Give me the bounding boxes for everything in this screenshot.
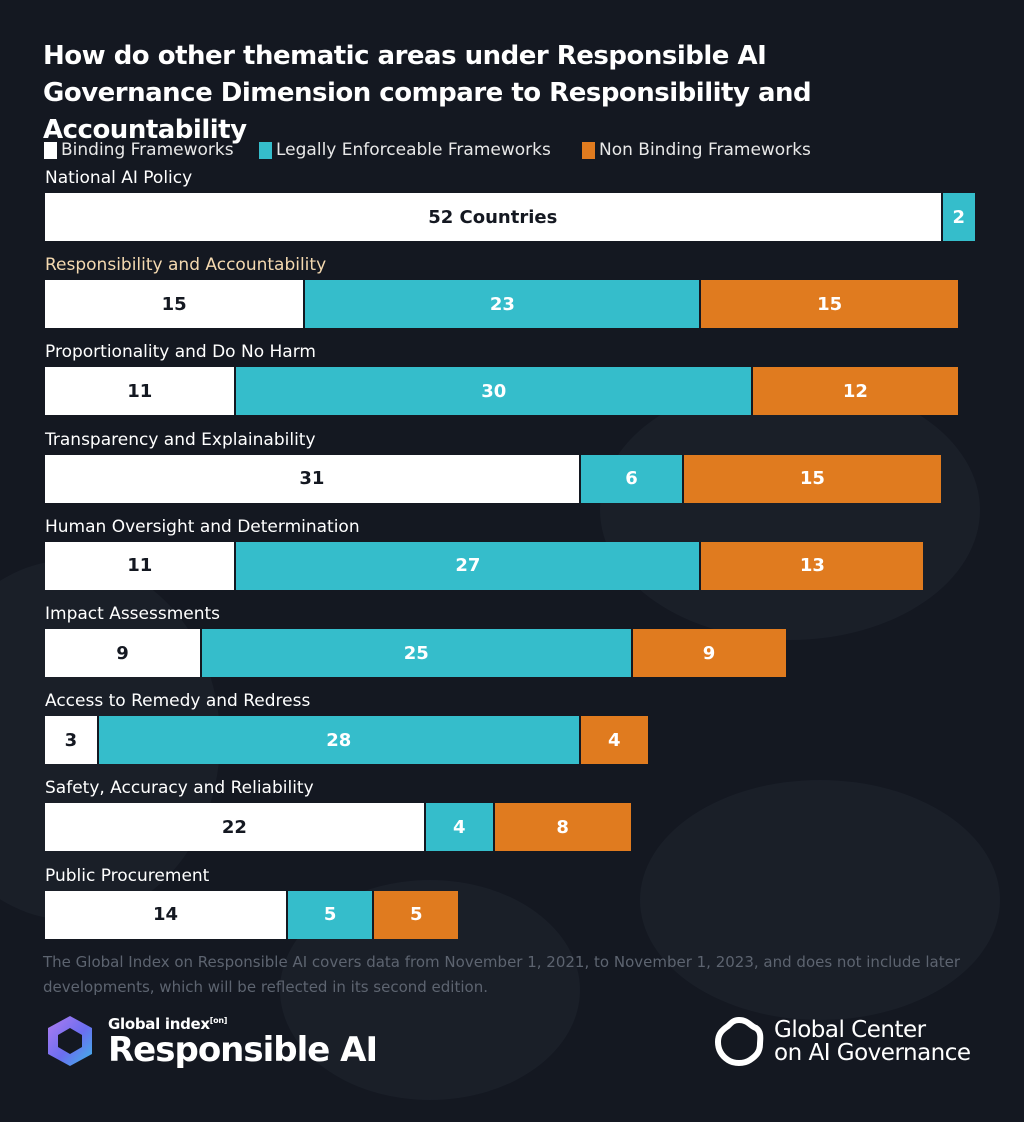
- data-label: 11: [127, 380, 153, 402]
- legend-swatch-legally-enforceable: [259, 141, 272, 159]
- data-label: 4: [453, 816, 466, 838]
- data-label: 30: [481, 380, 507, 402]
- bar-segment-non-binding: 15: [699, 280, 958, 329]
- category-label: Impact Assessments: [45, 604, 221, 624]
- data-label: 25: [403, 642, 429, 664]
- bar-segment-non-binding: 8: [492, 803, 631, 852]
- bar-segment-binding: 11: [45, 367, 235, 416]
- bar-segment-non-binding: 12: [751, 367, 958, 416]
- logo-left-small: Global index: [108, 1015, 210, 1033]
- data-label: 22: [221, 816, 247, 838]
- data-label: 14: [153, 904, 179, 926]
- data-label: 5: [410, 904, 423, 926]
- bar-segment-legally-enforceable: 30: [234, 367, 752, 416]
- category-label: Responsibility and Accountability: [45, 255, 327, 276]
- data-label: 6: [625, 468, 638, 490]
- data-label: 12: [842, 380, 868, 402]
- data-label: 23: [489, 293, 515, 315]
- bar-segment-legally-enforceable: 2: [940, 193, 975, 241]
- hexagon-logo-icon: [48, 1016, 92, 1066]
- logo-left-big: Responsible AI: [108, 1030, 378, 1070]
- bar-segment-non-binding: 13: [699, 541, 924, 590]
- category-label: National AI Policy: [45, 168, 193, 188]
- bar-segment-binding: 15: [45, 280, 304, 329]
- legend-label-binding: Binding Frameworks: [61, 140, 234, 160]
- category-label: Human Oversight and Determination: [45, 516, 360, 537]
- logo-left-sup: [on]: [209, 1016, 228, 1025]
- data-label: 8: [556, 816, 569, 838]
- data-label: 27: [455, 555, 481, 577]
- bar-segment-binding: 14: [45, 890, 287, 939]
- data-label: 31: [299, 468, 325, 490]
- data-label: 11: [127, 555, 153, 577]
- logo-global-center: Global Center on AI Governance: [714, 1016, 971, 1068]
- data-label: 9: [702, 642, 716, 664]
- data-label: 2: [952, 206, 966, 228]
- legend-swatch-binding: [44, 141, 57, 159]
- data-label: 3: [64, 729, 78, 751]
- bar-segment-binding: 31: [45, 454, 579, 503]
- legend-item-legally-enforceable: Legally Enforceable Frameworks: [259, 140, 551, 160]
- bar-segment-legally-enforceable: 4: [423, 803, 493, 852]
- bar-segment-legally-enforceable: 23: [303, 280, 700, 329]
- logo-right-line2: on AI Governance: [774, 1040, 971, 1066]
- category-label: Transparency and Explainability: [45, 429, 316, 450]
- legend-item-non-binding: Non Binding Frameworks: [582, 140, 811, 160]
- legend-swatch-non-binding: [582, 141, 595, 159]
- data-label: 15: [817, 293, 843, 315]
- bar-segment-non-binding: 5: [372, 890, 459, 939]
- data-label: 13: [799, 555, 825, 577]
- category-label: Access to Remedy and Redress: [45, 691, 311, 712]
- data-label: 9: [116, 642, 129, 664]
- chart-title: How do other thematic areas under Respon…: [43, 41, 812, 145]
- data-label: 28: [326, 729, 352, 751]
- bar-segment-legally-enforceable: 5: [286, 890, 373, 939]
- bar-segment-non-binding: 9: [630, 629, 786, 677]
- data-label: 52 Countries: [428, 206, 558, 228]
- bar-segment-legally-enforceable: 27: [234, 541, 700, 590]
- bar-segment-binding: 22: [45, 803, 424, 852]
- logo-right-line1: Global Center: [774, 1017, 926, 1043]
- bar-segment-non-binding: 4: [578, 716, 648, 765]
- category-label: Proportionality and Do No Harm: [45, 342, 316, 363]
- data-label: 15: [799, 468, 825, 490]
- data-label: 4: [608, 729, 621, 751]
- bar-segment-binding: 9: [45, 629, 200, 677]
- legend-item-binding: Binding Frameworks: [44, 140, 234, 160]
- bar-segment-legally-enforceable: 25: [200, 629, 631, 677]
- data-label: 5: [323, 904, 337, 926]
- category-label: Safety, Accuracy and Reliability: [45, 778, 314, 799]
- data-label: 15: [161, 293, 187, 315]
- bar-segment-binding: 52 Countries: [45, 193, 941, 241]
- category-label: Public Procurement: [45, 865, 210, 886]
- footnote: The Global Index on Responsible AI cover…: [43, 953, 961, 996]
- bar-segment-binding: 3: [45, 716, 97, 765]
- bar-segment-binding: 11: [45, 541, 235, 590]
- logo-responsible-ai: Global index[on] Responsible AI: [44, 1014, 378, 1070]
- bar-segment-legally-enforceable: 6: [578, 454, 683, 503]
- bar-segment-non-binding: 15: [682, 454, 941, 503]
- legend-label-legally-enforceable: Legally Enforceable Frameworks: [276, 140, 551, 160]
- legend-label-non-binding: Non Binding Frameworks: [599, 140, 811, 160]
- bar-segment-legally-enforceable: 28: [96, 716, 579, 765]
- global-center-logo-icon: [714, 1016, 764, 1066]
